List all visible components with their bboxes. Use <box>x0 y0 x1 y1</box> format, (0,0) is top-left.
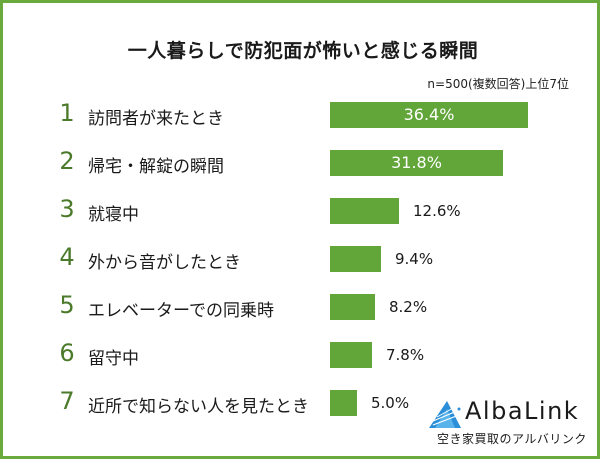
category-label: 近所で知らない人を見たとき <box>88 397 309 417</box>
value-label: 12.6% <box>413 202 461 220</box>
rank-number: 1 <box>59 99 75 127</box>
value-label: 36.4% <box>403 105 455 124</box>
category-label: 外から音がしたとき <box>88 253 241 273</box>
rank-number: 7 <box>59 387 75 415</box>
bar <box>330 342 372 368</box>
bar <box>330 294 375 320</box>
category-label: 訪問者が来たとき <box>88 109 224 129</box>
category-label: 就寝中 <box>88 205 139 225</box>
rank-number: 4 <box>59 243 75 271</box>
brand-name: AlbaLink <box>465 397 580 425</box>
bar: 36.4% <box>330 102 528 128</box>
value-label: 5.0% <box>371 394 410 412</box>
category-label: 帰宅・解錠の瞬間 <box>88 157 224 177</box>
bar-row: 5 エレベーターでの同乗時 8.2% <box>3 291 600 321</box>
rank-number: 6 <box>59 339 75 367</box>
rank-number: 5 <box>59 291 75 319</box>
value-label: 31.8% <box>391 153 442 172</box>
value-label: 8.2% <box>389 298 428 316</box>
brand-logo: AlbaLink 空き家買取のアルバリンク <box>427 397 597 457</box>
bar <box>330 198 399 224</box>
brand-tagline: 空き家買取のアルバリンク <box>437 432 587 446</box>
bar <box>330 390 357 416</box>
albalink-logo-icon <box>429 401 461 428</box>
chart-subtitle: n=500(複数回答)上位7位 <box>427 77 569 91</box>
bar-row: 7 近所で知らない人を見たとき 5.0% <box>3 387 600 417</box>
category-label: 留守中 <box>88 349 139 369</box>
bar-row: 1 訪問者が来たとき 36.4% <box>3 99 600 129</box>
bar-row: 3 就寝中 12.6% <box>3 195 600 225</box>
rank-number: 2 <box>59 147 75 175</box>
bar-row: 2 帰宅・解錠の瞬間 31.8% <box>3 147 600 177</box>
bar: 31.8% <box>330 150 503 176</box>
bar-row: 6 留守中 7.8% <box>3 339 600 369</box>
value-label: 7.8% <box>386 346 425 364</box>
chart-title: 一人暮らしで防犯面が怖いと感じる瞬間 <box>127 40 479 62</box>
bar <box>330 246 381 272</box>
value-label: 9.4% <box>395 250 434 268</box>
category-label: エレベーターでの同乗時 <box>88 301 274 321</box>
rank-number: 3 <box>59 195 75 223</box>
bar-row: 4 外から音がしたとき 9.4% <box>3 243 600 273</box>
